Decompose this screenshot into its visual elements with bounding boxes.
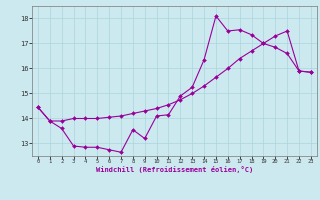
X-axis label: Windchill (Refroidissement éolien,°C): Windchill (Refroidissement éolien,°C) bbox=[96, 166, 253, 173]
